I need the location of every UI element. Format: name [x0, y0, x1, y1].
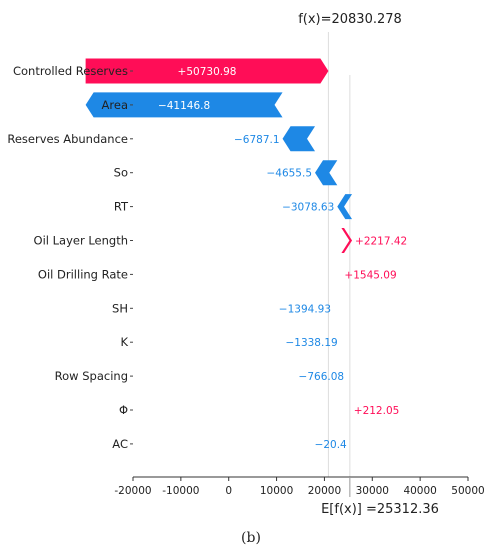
- value-label: +50730.98: [178, 66, 237, 78]
- waterfall-bar: [337, 194, 353, 220]
- waterfall-bar: [282, 126, 316, 152]
- value-label: −4655.5: [266, 168, 312, 180]
- feature-label: Controlled Reserves: [13, 64, 128, 78]
- figure-caption: (b): [241, 530, 261, 546]
- waterfall-bar: [85, 58, 329, 84]
- value-label: −20.4: [315, 439, 347, 451]
- waterfall-bar: [334, 295, 341, 321]
- feature-label: Oil Drilling Rate: [38, 267, 128, 281]
- value-label: −3078.63: [282, 202, 334, 214]
- x-tick-label: -20000: [114, 485, 151, 497]
- value-label: −1338.19: [285, 337, 337, 349]
- feature-label: K: [120, 335, 128, 349]
- x-tick-label: 20000: [308, 485, 341, 497]
- waterfall-bar: [315, 160, 338, 186]
- feature-label: Row Spacing: [55, 369, 128, 383]
- feature-label: Oil Layer Length: [34, 234, 128, 248]
- feature-label: So: [114, 166, 128, 180]
- waterfall-bar: [340, 329, 348, 355]
- x-tick-label: 30000: [356, 485, 389, 497]
- feature-label: Φ: [119, 403, 128, 417]
- x-tick-label: 50000: [451, 485, 484, 497]
- x-tick-label: 40000: [403, 485, 436, 497]
- x-tick-label: 0: [225, 485, 232, 497]
- feature-label: RT: [114, 200, 129, 214]
- value-label: −1394.93: [279, 303, 331, 315]
- waterfall-bar: [341, 228, 353, 253]
- waterfall-bar: [334, 261, 342, 287]
- value-label: −766.08: [299, 371, 345, 383]
- value-label: −41146.8: [158, 100, 210, 112]
- feature-label: Area: [102, 98, 128, 112]
- waterfall-bar: [85, 92, 283, 118]
- value-label: +2217.42: [355, 236, 407, 248]
- x-tick-label: 10000: [260, 485, 293, 497]
- value-label: +212.05: [354, 405, 400, 417]
- value-label: −6787.1: [234, 134, 280, 146]
- value-label: +1545.09: [344, 269, 396, 281]
- feature-label: Reserves Abundance: [7, 132, 128, 146]
- feature-label: SH: [112, 301, 128, 315]
- feature-label: AC: [112, 437, 128, 451]
- fx-label: f(x)=20830.278: [298, 12, 402, 27]
- x-tick-label: -10000: [162, 485, 199, 497]
- expected-value-label: E[f(x)] =25312.36: [321, 502, 439, 517]
